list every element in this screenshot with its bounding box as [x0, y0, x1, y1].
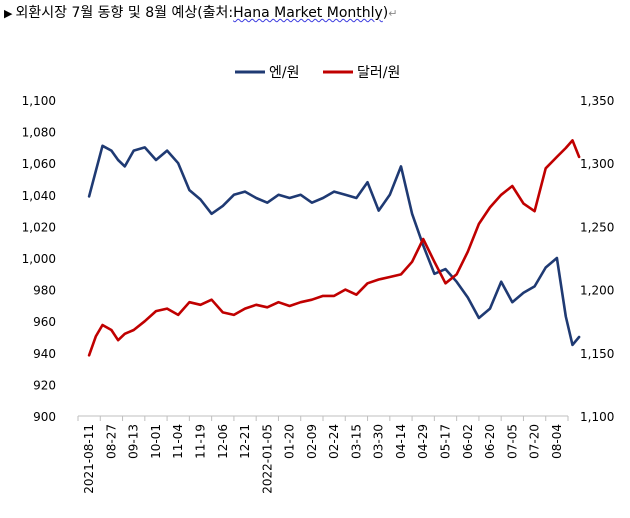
left-tick-label: 940	[33, 347, 56, 361]
right-tick-label: 1,200	[580, 284, 614, 298]
x-tick-label: 07-20	[528, 424, 542, 459]
left-tick-label: 1,020	[22, 220, 56, 234]
return-mark-icon: ↵	[388, 7, 398, 20]
legend-yen-label: 엔/원	[269, 65, 299, 81]
x-tick-label: 12-06	[216, 424, 230, 459]
left-tick-label: 900	[33, 410, 56, 424]
x-tick-label: 02-09	[305, 424, 319, 459]
x-tick-label: 11-04	[171, 424, 185, 459]
x-tick-label: 10-01	[149, 424, 163, 459]
x-tick-label: 06-02	[461, 424, 475, 459]
x-tick-label: 02-24	[327, 424, 341, 459]
x-tick-label: 11-19	[194, 424, 208, 459]
x-tick-label: 03-30	[372, 424, 386, 459]
left-tick-label: 1,040	[22, 189, 56, 203]
x-tick-label: 01-20	[283, 424, 297, 459]
right-tick-label: 1,350	[580, 94, 614, 108]
header-source: Hana Market Monthly	[233, 5, 383, 21]
x-tick-label: 05-17	[439, 424, 453, 459]
left-tick-label: 1,000	[22, 252, 56, 266]
left-tick-label: 980	[33, 284, 56, 298]
x-tick-label: 03-15	[349, 424, 363, 459]
x-tick-label: 04-29	[416, 424, 430, 459]
x-tick-label: 2021-08-11	[82, 424, 96, 494]
right-tick-label: 1,250	[580, 220, 614, 234]
header-title: 외환시장 7월 동향 및 8월 예상(출처:	[15, 5, 234, 21]
x-tick-label: 2022-01-05	[260, 424, 274, 494]
left-axis-ticks: 900 920 940 960 980 1,000 1,020 1,040 1,060 1,080…	[22, 94, 56, 424]
right-axis-ticks: 1,100 1,150 1,200 1,250 1,300 1,350	[580, 94, 614, 424]
triangle-bullet-icon: ▶	[4, 7, 13, 20]
x-axis-ticks: 2021-08-11 08-27 09-13 10-01 11-04 11-19 12-06…	[77, 416, 569, 494]
left-tick-label: 1,060	[22, 157, 56, 171]
chart-header: ▶ 외환시장 7월 동향 및 8월 예상(출처:Hana Market Month…	[4, 2, 397, 22]
x-tick-label: 04-14	[394, 424, 408, 459]
left-tick-label: 1,080	[22, 126, 56, 140]
series-line-dollar-won	[87, 139, 581, 357]
series-lines	[87, 139, 581, 357]
left-tick-label: 920	[33, 378, 56, 392]
x-tick-label: 08-04	[550, 424, 564, 459]
x-tick-label: 12-21	[238, 424, 252, 459]
x-tick-label: 09-13	[127, 424, 141, 459]
header-close: )	[382, 5, 389, 21]
right-tick-label: 1,300	[580, 157, 614, 171]
x-tick-label: 07-05	[505, 424, 519, 459]
legend: 엔/원 달러/원	[235, 65, 400, 81]
x-tick-label: 06-20	[483, 424, 497, 459]
right-tick-label: 1,100	[580, 410, 614, 424]
legend-dollar-label: 달러/원	[357, 65, 400, 81]
right-tick-label: 1,150	[580, 347, 614, 361]
x-tick-label: 08-27	[104, 424, 118, 459]
left-tick-label: 1,100	[22, 94, 56, 108]
left-tick-label: 960	[33, 315, 56, 329]
series-line-yen-won	[87, 144, 581, 347]
